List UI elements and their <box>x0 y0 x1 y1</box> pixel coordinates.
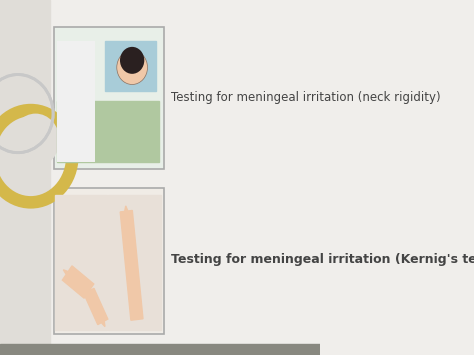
Text: Testing for meningeal irritation (neck rigidity): Testing for meningeal irritation (neck r… <box>171 91 441 104</box>
Circle shape <box>120 47 144 74</box>
Circle shape <box>117 50 147 84</box>
Bar <box>54 27 164 169</box>
FancyArrow shape <box>84 288 108 327</box>
Bar <box>55 195 107 330</box>
FancyArrow shape <box>63 266 94 298</box>
Text: Testing for meningeal irritation (Kernig's test): Testing for meningeal irritation (Kernig… <box>171 253 474 266</box>
FancyArrow shape <box>120 206 143 320</box>
Bar <box>108 195 161 330</box>
Bar <box>57 101 159 162</box>
Bar <box>54 188 164 334</box>
Polygon shape <box>57 41 95 162</box>
Bar <box>0 344 320 355</box>
Circle shape <box>11 114 60 167</box>
Bar <box>0 0 50 344</box>
Bar <box>105 41 156 91</box>
